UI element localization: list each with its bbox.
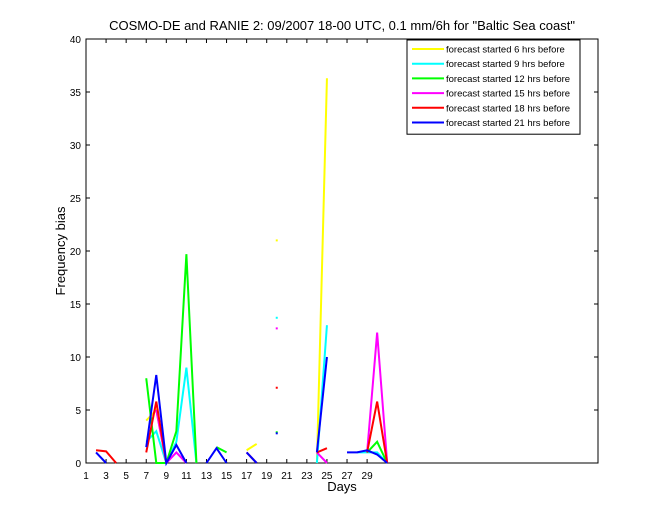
x-tick-label: 21 [281,471,293,482]
series-line [95,451,107,464]
x-axis-label: Days [327,479,357,494]
series-line [145,374,188,467]
chart-title: COSMO-DE and RANIE 2: 09/2007 18-00 UTC,… [109,18,575,33]
x-tick-label: 25 [321,471,333,482]
x-tick-label: 15 [221,471,233,482]
legend-entry: forecast started 21 hrs before [446,118,570,129]
series-line [315,78,328,464]
x-tick-label: 13 [201,471,213,482]
series-6 [95,356,388,467]
series-line [246,443,258,452]
x-tick-label: 27 [341,471,353,482]
x-tick-label: 7 [143,471,149,482]
y-tick-label: 25 [70,194,82,205]
series-line [145,254,198,464]
y-tick-label: 5 [75,406,81,417]
series-3 [145,254,389,464]
y-tick-label: 0 [75,459,81,470]
series-line [366,332,389,464]
x-tick-label: 19 [261,471,273,482]
legend: forecast started 6 hrs before forecast st… [406,39,581,135]
series-layer [95,78,389,467]
x-tick-label: 1 [83,471,89,482]
x-tick-label: 3 [103,471,109,482]
series-line [315,356,328,453]
x-tick-label: 11 [181,471,192,482]
y-tick-label: 30 [70,141,82,152]
legend-entry: forecast started 18 hrs before [446,103,570,114]
series-line [366,401,389,464]
series-line [316,447,328,454]
series-line [145,401,168,464]
legend-entry: forecast started 12 hrs before [446,74,570,85]
series-line [205,446,228,464]
series-line [95,449,117,464]
y-tick-label: 10 [70,353,82,364]
axes: 1 3 5 7 9 11 13 15 17 19 21 23 25 27 29051015202530354… [70,35,598,482]
x-tick-label: 23 [301,471,313,482]
x-tick-label: 29 [362,471,374,482]
series-line [245,451,258,464]
y-tick-label: 20 [70,247,82,258]
y-tick-label: 40 [70,35,82,46]
y-axis-label: Frequency bias [53,206,68,295]
legend-entry: forecast started 9 hrs before [446,59,565,70]
legend-entry: forecast started 15 hrs before [446,89,570,100]
x-tick-label: 5 [123,471,129,482]
series-line [216,446,228,454]
x-tick-label: 17 [241,471,253,482]
y-tick-label: 35 [70,88,82,99]
series-line [316,451,328,464]
legend-box [406,39,581,135]
series-line [347,449,388,464]
series-line [366,440,389,464]
legend-entry: forecast started 6 hrs before [446,45,565,56]
x-tick-label: 9 [164,471,170,482]
y-tick-label: 15 [70,300,82,311]
